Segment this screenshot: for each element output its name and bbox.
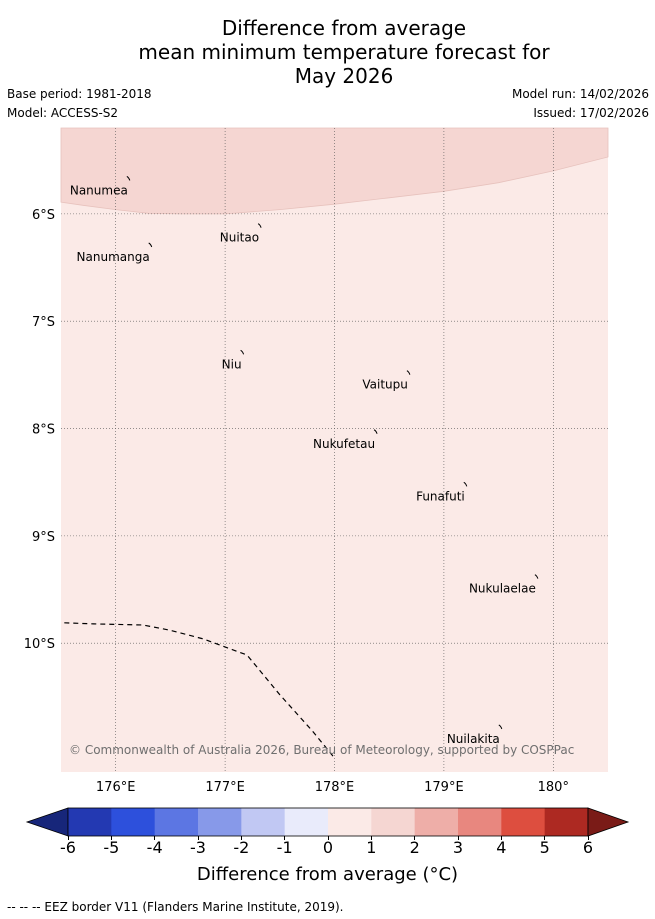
colorbar-tick-label: -4 bbox=[146, 838, 163, 857]
colorbar-tick-label: 6 bbox=[582, 838, 594, 857]
island-outline bbox=[498, 724, 503, 730]
colorbar-cells bbox=[67, 807, 589, 837]
title-line-2: mean minimum temperature forecast for bbox=[138, 40, 550, 64]
model-run-label: Model run: 14/02/2026 bbox=[511, 87, 649, 101]
lat-tick-label: 7°S bbox=[32, 315, 55, 330]
issued-label: Issued: 17/02/2026 bbox=[533, 106, 649, 120]
islands: Nanumea Nuitao Nanumanga Niu Vaitupu Nukufeta… bbox=[70, 175, 539, 746]
island-outline bbox=[373, 429, 378, 434]
title-line-3: May 2026 bbox=[294, 64, 394, 88]
lon-tick-label: 177°E bbox=[205, 780, 245, 795]
copyright-text: © Commonwealth of Australia 2026, Bureau… bbox=[69, 743, 574, 757]
colorbar-tick-mark bbox=[500, 836, 502, 840]
island-outline bbox=[257, 223, 262, 228]
colorbar-tick-mark bbox=[587, 836, 589, 840]
colorbar-tick-mark bbox=[67, 836, 69, 840]
colorbar-tick-label: 4 bbox=[496, 838, 507, 857]
axis-tick-labels: 176°E 177°E 178°E 179°E 180° 6°S 7°S 8°S 9°S 10°S bbox=[24, 208, 569, 795]
colorbar-tick-mark bbox=[414, 836, 416, 840]
colorbar-cell bbox=[544, 808, 589, 836]
gridlines bbox=[61, 128, 608, 772]
lon-tick-label: 179°E bbox=[424, 780, 464, 795]
island-label: Nuilakita bbox=[447, 732, 500, 746]
colorbar-tick-label: -1 bbox=[276, 838, 293, 857]
colorbar-cell bbox=[111, 808, 156, 836]
colorbar-tick-mark bbox=[544, 836, 546, 840]
forecast-map: Nanumea Nuitao Nanumanga Niu Vaitupu Nukufeta… bbox=[24, 127, 609, 795]
colorbar-tick-mark bbox=[110, 836, 112, 840]
lat-tick-label: 9°S bbox=[32, 530, 55, 545]
lat-tick-label: 10°S bbox=[24, 637, 55, 652]
chart-title: Difference from average mean minimum tem… bbox=[0, 16, 655, 88]
colorbar-cell bbox=[241, 808, 286, 836]
colorbar-tick-label: 2 bbox=[409, 838, 420, 857]
island-label: Funafuti bbox=[416, 489, 465, 503]
colorbar-tick-label: 0 bbox=[322, 838, 334, 857]
lat-tick-label: 6°S bbox=[32, 208, 55, 223]
island-outline bbox=[148, 242, 153, 248]
lon-tick-label: 178°E bbox=[315, 780, 355, 795]
island-outline bbox=[534, 574, 539, 579]
colorbar-tick-label: 3 bbox=[452, 838, 464, 857]
colorbar-over-arrow bbox=[587, 807, 630, 837]
colorbar-cell bbox=[284, 808, 329, 836]
colorbar-tick-label: -5 bbox=[103, 838, 120, 857]
island-outline bbox=[126, 175, 131, 181]
lon-tick-label: 180° bbox=[538, 780, 569, 795]
colorbar-cell bbox=[68, 808, 112, 836]
colorbar-tick-mark bbox=[154, 836, 156, 840]
island-outline bbox=[463, 481, 468, 487]
model-label: Model: ACCESS-S2 bbox=[7, 106, 119, 120]
colorbar-cell bbox=[414, 808, 459, 836]
island-label: Nanumea bbox=[70, 183, 128, 197]
colorbar-tick-mark bbox=[370, 836, 372, 840]
eez-border bbox=[64, 622, 335, 759]
eez-legend-note: -- -- -- EEZ border V11 (Flanders Marine… bbox=[7, 900, 344, 914]
colorbar-tick-mark bbox=[240, 836, 242, 840]
colorbar-cell bbox=[328, 808, 372, 836]
lat-tick-label: 8°S bbox=[32, 423, 55, 438]
title-line-1: Difference from average bbox=[221, 16, 467, 40]
lon-tick-label: 176°E bbox=[96, 780, 136, 795]
island-label: Vaitupu bbox=[362, 378, 408, 392]
island-label: Nanumanga bbox=[77, 250, 150, 264]
island-outline bbox=[406, 370, 411, 375]
colorbar-tick-mark bbox=[327, 836, 329, 840]
colorbar-tick-label: -2 bbox=[233, 838, 250, 857]
colorbar-cell bbox=[198, 808, 242, 836]
colorbar-tick-label: 5 bbox=[539, 838, 550, 857]
island-label: Niu bbox=[222, 357, 242, 371]
island-label: Nuitao bbox=[220, 231, 259, 245]
colorbar-cell bbox=[371, 808, 416, 836]
colorbar-tick-label: -3 bbox=[190, 838, 206, 857]
colorbar-title: Difference from average (°C) bbox=[196, 864, 459, 885]
island-label: Nukufetau bbox=[313, 437, 375, 451]
colorbar-outline bbox=[67, 807, 589, 837]
colorbar-tick-mark bbox=[457, 836, 459, 840]
colorbar-cell bbox=[458, 808, 502, 836]
island-outline bbox=[240, 349, 245, 355]
colorbar-tick-label: -6 bbox=[60, 838, 76, 857]
colorbar-cell bbox=[154, 808, 199, 836]
colorbar-under-arrow bbox=[25, 807, 69, 837]
colorbar-cell bbox=[501, 808, 546, 836]
colorbar-tick-label: 1 bbox=[366, 838, 377, 857]
colorbar-tick-mark bbox=[197, 836, 199, 840]
colorbar-tick-mark bbox=[284, 836, 286, 840]
base-period-label: Base period: 1981-2018 bbox=[7, 87, 152, 101]
island-label: Nukulaelae bbox=[469, 582, 536, 596]
